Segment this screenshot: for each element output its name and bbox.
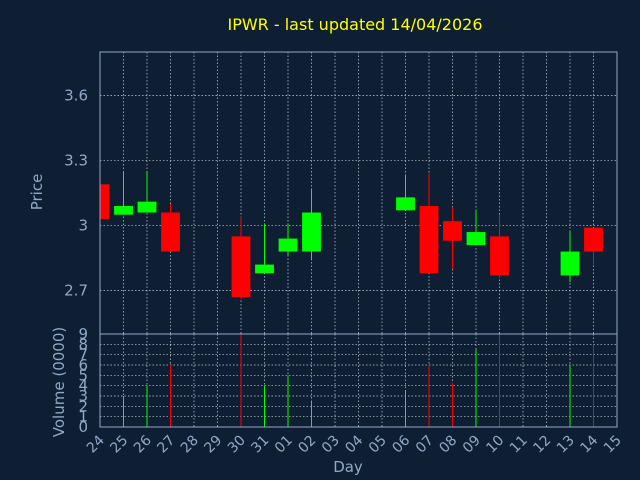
price-panel: 2.7 3 3.3 3.6 xyxy=(64,51,618,335)
x-tick-label: 30 xyxy=(225,433,249,457)
candle-body xyxy=(114,206,133,215)
price-tick-label: 3.6 xyxy=(64,86,88,104)
candle-body xyxy=(255,264,274,274)
x-tick-label: 28 xyxy=(178,433,202,457)
x-tick-label: 04 xyxy=(342,432,366,456)
x-axis-label: Day xyxy=(333,458,363,476)
candle-body xyxy=(231,236,251,298)
volume-tick-label: 6 xyxy=(78,356,88,374)
volume-tick-label: 7 xyxy=(78,346,88,364)
volume-tick-label: 5 xyxy=(78,366,88,384)
x-tick-label: 27 xyxy=(154,433,178,457)
x-tick-label: 31 xyxy=(248,433,272,457)
x-tick-label: 26 xyxy=(131,432,155,456)
price-tick-label: 2.7 xyxy=(64,282,88,300)
x-tick-label: 14 xyxy=(577,432,601,456)
candle-body xyxy=(490,236,509,276)
candle-body xyxy=(396,197,415,211)
price-tick-label: 3 xyxy=(78,217,88,235)
x-tick-label: 29 xyxy=(201,433,225,457)
candle-body xyxy=(443,221,462,241)
x-tick-label: 01 xyxy=(272,433,296,457)
volume-plot-frame xyxy=(99,333,618,428)
x-tick-label: 13 xyxy=(554,433,578,457)
x-tick-label: 25 xyxy=(107,433,131,457)
volume-tick-label: 3 xyxy=(78,387,88,405)
x-tick-label: 12 xyxy=(530,433,554,457)
x-tick-label: 03 xyxy=(319,433,343,457)
x-tick-label: 06 xyxy=(389,432,413,456)
candle-body xyxy=(302,212,321,252)
x-tick-label: 10 xyxy=(483,433,507,457)
chart-title: IPWR - last updated 14/04/2026 xyxy=(227,15,482,34)
price-tick-label: 3.3 xyxy=(64,151,88,169)
candle-body xyxy=(278,238,298,252)
volume-tick-label: 0 xyxy=(78,418,88,436)
price-axis-label: Price xyxy=(28,174,46,211)
volume-tick-label: 2 xyxy=(78,397,88,415)
x-tick-label: 08 xyxy=(436,433,460,457)
x-tick-label: 09 xyxy=(460,433,484,457)
volume-tick-label: 8 xyxy=(78,335,88,353)
candle-body xyxy=(137,201,157,213)
volume-tick-label: 4 xyxy=(78,377,88,395)
x-tick-label: 02 xyxy=(295,433,319,457)
x-tick-label: 11 xyxy=(507,433,531,457)
candle-body xyxy=(584,227,603,252)
candle-body xyxy=(100,184,110,220)
candle-body xyxy=(161,212,180,252)
x-tick-label: 24 xyxy=(84,432,108,456)
x-tick-label: 07 xyxy=(413,433,437,457)
volume-tick-label: 1 xyxy=(78,408,88,426)
x-tick-label: 05 xyxy=(366,433,390,457)
candle-body xyxy=(560,251,580,276)
volume-axis-label: Volume (0000) xyxy=(50,327,68,437)
candle-body xyxy=(466,232,486,246)
candle-body xyxy=(419,206,439,274)
x-tick-label: 15 xyxy=(601,433,625,457)
volume-tick-label: 9 xyxy=(78,325,88,343)
